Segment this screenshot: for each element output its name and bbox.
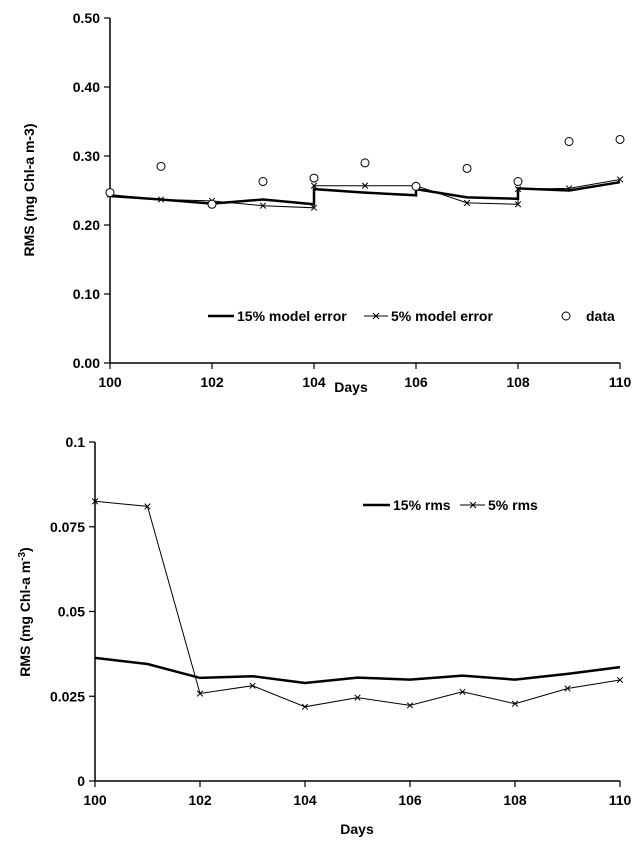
data-point bbox=[360, 158, 370, 168]
legend-x-marker bbox=[372, 312, 380, 320]
series-lines bbox=[105, 134, 625, 211]
y-axis-title: RMS (mg Chl-a m-3) bbox=[21, 124, 37, 257]
y-tick-label: 0.1 bbox=[66, 434, 86, 450]
x-tick-label: 106 bbox=[398, 792, 422, 808]
5pct-rms-point bbox=[459, 688, 466, 695]
y-tick-label: 0.10 bbox=[73, 286, 100, 302]
y-tick-label: 0.30 bbox=[73, 148, 100, 164]
x-tick-label: 110 bbox=[609, 792, 632, 808]
5pct-model-error-point bbox=[463, 199, 471, 207]
y-tick-labels: 0.00 0.10 0.20 0.30 0.40 0.50 bbox=[73, 10, 110, 371]
5pct-model-error-point bbox=[361, 182, 369, 189]
legend-x-marker bbox=[469, 501, 477, 509]
y-tick-label: 0 bbox=[77, 773, 85, 789]
y-tick-labels: 0 0.025 0.05 0.075 0.1 bbox=[50, 434, 95, 789]
x-tick-label: 104 bbox=[293, 792, 317, 808]
x-axis-title: Days bbox=[340, 821, 374, 837]
y-axis-title: RMS (mg Chl-a m-3) bbox=[17, 547, 33, 676]
5pct-model-error-point bbox=[514, 201, 522, 208]
data-point bbox=[258, 177, 268, 187]
data-point bbox=[105, 188, 115, 198]
5pct-model-error-point bbox=[259, 202, 267, 209]
legend-data-marker bbox=[561, 311, 571, 321]
y-tick-label: 0.05 bbox=[58, 604, 85, 620]
x-tick-labels: 100 102 104 106 108 110 bbox=[98, 363, 632, 390]
legend-5pct-rms-label: 5% rms bbox=[488, 497, 538, 513]
series-lines bbox=[91, 498, 624, 710]
y-axis-title-superscript: -3 bbox=[17, 552, 28, 561]
15pct-rms-line bbox=[94, 656, 621, 685]
legend-15pct-model-error-label: 15% model error bbox=[237, 308, 347, 324]
5pct-model-error-point bbox=[514, 185, 522, 193]
rms-chart-bottom: 0 0.025 0.05 0.075 0.1 100 102 104 106 108 110 Da… bbox=[17, 434, 632, 837]
data-point bbox=[564, 137, 574, 147]
legend: 15% rms 5% rms bbox=[363, 497, 538, 513]
y-tick-label: 0.20 bbox=[73, 217, 100, 233]
5pct-rms-point bbox=[354, 694, 361, 701]
x-axis-title: Days bbox=[334, 379, 368, 395]
y-tick-label: 0.40 bbox=[73, 79, 100, 95]
data-point bbox=[513, 177, 523, 187]
x-tick-label: 106 bbox=[404, 374, 428, 390]
5pct-rms-point bbox=[91, 498, 99, 505]
5pct-rms-point bbox=[564, 685, 571, 692]
y-tick-label: 0.025 bbox=[50, 688, 85, 704]
x-tick-label: 110 bbox=[609, 374, 632, 390]
y-tick-label: 0.50 bbox=[73, 10, 100, 26]
x-tick-labels: 100 102 104 106 108 110 bbox=[83, 781, 632, 808]
x-tick-label: 108 bbox=[506, 374, 530, 390]
data-point bbox=[207, 199, 217, 209]
legend-15pct-rms-label: 15% rms bbox=[393, 497, 451, 513]
5pct-model-error-point bbox=[565, 185, 573, 192]
legend-5pct-model-error-label: 5% model error bbox=[391, 308, 493, 324]
x-tick-label: 100 bbox=[83, 792, 107, 808]
data-point bbox=[411, 181, 421, 191]
rms-chart-top: 0.00 0.10 0.20 0.30 0.40 0.50 100 102 104 106 108… bbox=[21, 10, 632, 395]
data-point bbox=[156, 161, 166, 171]
y-axis-title-end: ) bbox=[17, 547, 33, 552]
5pct-model-error-point bbox=[310, 204, 318, 211]
y-tick-label: 0.00 bbox=[73, 355, 100, 371]
5pct-model-error-point bbox=[310, 182, 318, 189]
x-tick-label: 102 bbox=[188, 792, 212, 808]
data-point bbox=[309, 173, 319, 183]
x-tick-label: 102 bbox=[200, 374, 224, 390]
5pct-rms-point bbox=[511, 700, 519, 707]
legend: 15% model error 5% model error data bbox=[208, 308, 615, 324]
5pct-rms-point bbox=[301, 703, 309, 710]
5pct-rms-point bbox=[144, 503, 151, 510]
x-tick-label: 100 bbox=[98, 374, 122, 390]
5pct-rms-point bbox=[249, 682, 256, 689]
legend-data-label: data bbox=[586, 308, 615, 324]
5pct-rms-point bbox=[616, 676, 624, 684]
data-point bbox=[615, 134, 625, 144]
x-tick-label: 108 bbox=[503, 792, 527, 808]
x-tick-label: 104 bbox=[302, 374, 326, 390]
5pct-rms-point bbox=[406, 702, 414, 709]
data-point bbox=[462, 163, 472, 173]
y-tick-label: 0.075 bbox=[50, 519, 85, 535]
5pct-model-error-point bbox=[157, 196, 165, 203]
5pct-rms-point bbox=[196, 690, 204, 697]
y-axis-title-main: RMS (mg Chl-a m bbox=[17, 561, 33, 677]
plot-area bbox=[94, 442, 620, 782]
5pct-model-error-point bbox=[616, 176, 624, 183]
